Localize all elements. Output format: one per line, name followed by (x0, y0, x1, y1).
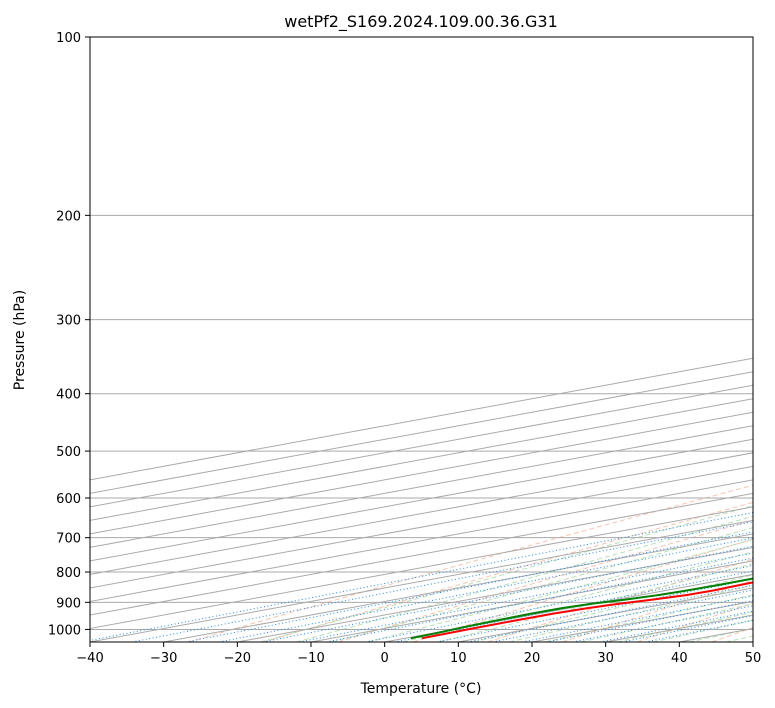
y-tick-label: 500 (56, 445, 81, 460)
moist-adiabat-line (402, 551, 753, 642)
moist-adiabat-line (616, 611, 753, 642)
profile-lines (410, 577, 753, 640)
moist-adiabat-line (260, 505, 753, 642)
y-tick-label: 800 (56, 566, 81, 581)
dry-adiabat-line (188, 484, 753, 642)
moist-adiabat-line (367, 539, 753, 642)
y-axis-label: Pressure (hPa) (12, 290, 28, 390)
x-tick-label: −30 (150, 651, 177, 666)
x-axis-label: Temperature (°C) (360, 681, 482, 697)
mixing-ratio-line (572, 605, 753, 642)
y-tick-label: 100 (56, 31, 81, 46)
moist-adiabat-line (509, 584, 753, 642)
y-tick-label: 1000 (48, 623, 81, 638)
x-tick-label: 10 (450, 651, 467, 666)
moist-adiabat-line (652, 619, 753, 642)
y-axis: 100 200 300 400 500 600 700 800 900 1000 (48, 31, 90, 638)
isotherm-line (310, 560, 753, 642)
isotherm-line (237, 546, 753, 642)
mixing-ratio-line (546, 600, 753, 642)
y-tick-label: 700 (56, 532, 81, 547)
mixing-ratio-line (262, 545, 753, 642)
x-tick-label: 40 (671, 651, 688, 666)
isotherm-line (90, 519, 753, 642)
dry-adiabat-line (711, 627, 753, 642)
moist-adiabat-line (331, 527, 753, 642)
x-tick-label: −40 (76, 651, 103, 666)
temperature-line (421, 581, 753, 640)
isotherm-line (90, 506, 753, 629)
mixing-ratio-line (185, 531, 753, 642)
x-tick-label: 30 (597, 651, 614, 666)
y-tick-label: 600 (56, 492, 81, 507)
isotherm-line (90, 479, 753, 602)
isotherm-line (90, 465, 753, 589)
isotherm-line (90, 452, 753, 575)
moist-adiabat-line (438, 563, 753, 642)
mixing-ratio-line (394, 570, 753, 642)
y-tick-label: 400 (56, 388, 81, 403)
moist-adiabat-line (296, 515, 753, 642)
dry-adiabat-line (338, 519, 753, 642)
dewpoint-line (410, 577, 753, 640)
dry-adiabat-line (412, 538, 753, 642)
x-tick-label: 0 (381, 651, 389, 666)
isotherm-line (163, 533, 753, 642)
mixing-ratio-line (522, 595, 753, 642)
x-tick-label: 20 (524, 651, 541, 666)
isotherm-line (605, 614, 753, 642)
plot-frame (89, 36, 754, 643)
chart-title: wetPf2_S169.2024.109.00.36.G31 (284, 12, 558, 32)
mixing-ratio-line (299, 552, 753, 642)
moist-adiabat-line (580, 603, 753, 642)
isotherm-line (90, 438, 753, 562)
x-axis: −40 −30 −20 −10 0 10 20 30 40 50 (76, 642, 761, 666)
y-tick-label: 900 (56, 596, 81, 611)
y-tick-label: 300 (56, 314, 81, 329)
x-tick-label: −10 (297, 651, 324, 666)
isotherm-line (752, 641, 753, 642)
isotherm-line (384, 573, 753, 642)
mixing-ratio-line (218, 537, 753, 642)
y-tick-label: 200 (56, 209, 81, 224)
x-tick-label: 50 (745, 651, 762, 666)
x-tick-label: −20 (224, 651, 251, 666)
isotherm-line (90, 425, 753, 548)
isotherm-line (90, 492, 753, 616)
dry-adiabat-line (263, 501, 753, 642)
background-lines (90, 37, 753, 642)
